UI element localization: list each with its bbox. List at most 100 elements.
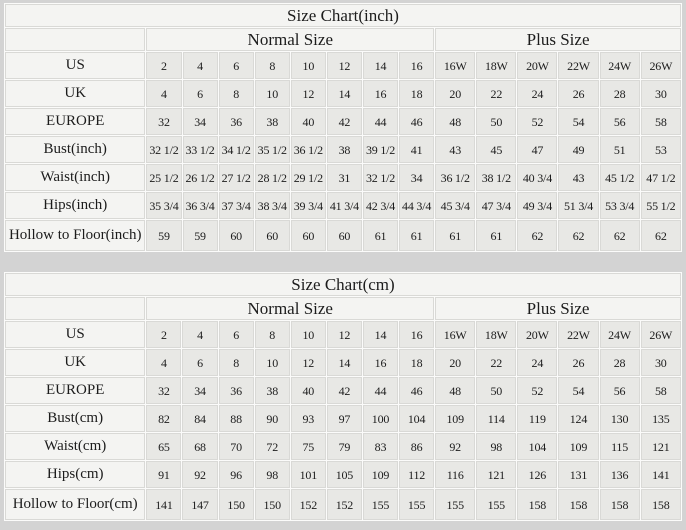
- size-cell-normal: 42: [326, 108, 362, 135]
- size-cell-plus: 61: [435, 220, 476, 251]
- size-cell-plus: 56: [599, 108, 640, 135]
- size-cell-plus: 45 1/2: [599, 164, 640, 191]
- table-row-hips-cm: Hips(cm) 91 92 96 98 101 105 109 112 116 121 126 131…: [5, 461, 681, 488]
- size-cell-plus: 109: [558, 433, 599, 460]
- size-cell-normal: 34: [399, 164, 435, 191]
- row-label-europe: EUROPE: [5, 108, 146, 135]
- size-cell-normal: 34: [182, 108, 218, 135]
- size-cell-plus: 24W: [599, 321, 640, 348]
- size-cell-normal: 36: [218, 377, 254, 404]
- size-cell-normal: 32: [146, 108, 182, 135]
- size-cell-normal: 61: [362, 220, 399, 251]
- size-cell-plus: 24: [517, 80, 558, 107]
- size-cell-normal: 2: [146, 321, 182, 348]
- size-cell-plus: 16W: [435, 52, 476, 79]
- size-cell-normal: 14: [362, 52, 399, 79]
- size-cell-normal: 32: [146, 377, 182, 404]
- table-row-waist-cm: Waist(cm) 65 68 70 72 75 79 83 86 92 98 104 109 115 12…: [5, 433, 681, 460]
- size-cell-plus: 26: [558, 80, 599, 107]
- size-cell-plus: 47 1/2: [640, 164, 681, 191]
- table-row-bust-cm: Bust(cm) 82 84 88 90 93 97 100 104 109 114 119 124 13…: [5, 405, 681, 432]
- size-cell-normal: 147: [182, 489, 218, 520]
- size-cell-plus: 22: [476, 80, 517, 107]
- size-cell-normal: 16: [362, 349, 399, 376]
- size-cell-normal: 90: [254, 405, 290, 432]
- size-cell-plus: 22: [476, 349, 517, 376]
- size-cell-plus: 47 3/4: [476, 192, 517, 219]
- size-cell-plus: 52: [517, 108, 558, 135]
- row-label-waist-inch: Waist(inch): [5, 164, 146, 191]
- size-cell-plus: 158: [640, 489, 681, 520]
- size-cell-normal: 34: [182, 377, 218, 404]
- size-cell-normal: 92: [182, 461, 218, 488]
- size-cell-plus: 51 3/4: [558, 192, 599, 219]
- size-cell-normal: 59: [146, 220, 182, 251]
- size-cell-normal: 150: [254, 489, 290, 520]
- table-row-us: US 2 4 6 8 10 12 14 16 16W 18W 20W 22W 24W 26W: [5, 321, 681, 348]
- table-row-uk: UK 4 6 8 10 12 14 16 18 20 22 24 26 28 30: [5, 349, 681, 376]
- size-cell-normal: 16: [362, 80, 399, 107]
- row-label-hips-cm: Hips(cm): [5, 461, 146, 488]
- size-cell-plus: 45: [476, 136, 517, 163]
- size-cell-normal: 150: [218, 489, 254, 520]
- size-cell-plus: 131: [558, 461, 599, 488]
- size-cell-normal: 44: [362, 377, 399, 404]
- corner-cell: [5, 28, 146, 51]
- size-cell-plus: 28: [599, 349, 640, 376]
- chart-title: Size Chart(cm): [5, 273, 681, 296]
- size-cell-plus: 49 3/4: [517, 192, 558, 219]
- size-cell-normal: 79: [326, 433, 362, 460]
- size-cell-plus: 92: [435, 433, 476, 460]
- size-cell-normal: 60: [218, 220, 254, 251]
- size-cell-plus: 136: [599, 461, 640, 488]
- size-cell-normal: 38: [254, 108, 290, 135]
- size-cell-normal: 155: [399, 489, 435, 520]
- size-cell-normal: 8: [254, 321, 290, 348]
- table-row-uk: UK 4 6 8 10 12 14 16 18 20 22 24 26 28 30: [5, 80, 681, 107]
- size-cell-normal: 12: [326, 321, 362, 348]
- size-cell-plus: 121: [476, 461, 517, 488]
- size-cell-plus: 20W: [517, 321, 558, 348]
- size-cell-normal: 109: [362, 461, 399, 488]
- table-row-us: US 2 4 6 8 10 12 14 16 16W 18W 20W 22W 24W 26W: [5, 52, 681, 79]
- size-cell-normal: 97: [326, 405, 362, 432]
- size-cell-plus: 24: [517, 349, 558, 376]
- size-cell-plus: 130: [599, 405, 640, 432]
- size-cell-normal: 59: [182, 220, 218, 251]
- size-cell-plus: 155: [476, 489, 517, 520]
- row-label-us: US: [5, 321, 146, 348]
- size-cell-plus: 54: [558, 377, 599, 404]
- size-cell-plus: 50: [476, 108, 517, 135]
- size-cell-normal: 84: [182, 405, 218, 432]
- size-cell-plus: 58: [640, 377, 681, 404]
- row-label-hips-inch: Hips(inch): [5, 192, 146, 219]
- row-label-uk: UK: [5, 349, 146, 376]
- size-charts: Size Chart(inch) Normal Size Plus Size US 2 4…: [4, 3, 682, 521]
- size-cell-normal: 34 1/2: [218, 136, 254, 163]
- row-label-bust-cm: Bust(cm): [5, 405, 146, 432]
- size-cell-normal: 104: [399, 405, 435, 432]
- size-cell-plus: 53 3/4: [599, 192, 640, 219]
- size-cell-normal: 10: [254, 80, 290, 107]
- size-cell-plus: 18W: [476, 321, 517, 348]
- size-cell-normal: 27 1/2: [218, 164, 254, 191]
- size-cell-plus: 18W: [476, 52, 517, 79]
- size-cell-normal: 44: [362, 108, 399, 135]
- size-chart-cm: Size Chart(cm) Normal Size Plus Size US 2 4 6 8…: [4, 272, 682, 521]
- size-cell-plus: 49: [558, 136, 599, 163]
- size-cell-normal: 4: [182, 321, 218, 348]
- table-row-hips-inch: Hips(inch) 35 3/4 36 3/4 37 3/4 38 3/4 39 3/4…: [5, 192, 681, 219]
- size-cell-normal: 40: [290, 377, 326, 404]
- size-cell-normal: 60: [326, 220, 362, 251]
- size-cell-normal: 4: [182, 52, 218, 79]
- size-cell-normal: 32 1/2: [146, 136, 182, 163]
- size-cell-plus: 115: [599, 433, 640, 460]
- size-cell-plus: 158: [517, 489, 558, 520]
- size-cell-normal: 72: [254, 433, 290, 460]
- size-cell-normal: 101: [290, 461, 326, 488]
- size-cell-plus: 40 3/4: [517, 164, 558, 191]
- size-cell-normal: 28 1/2: [254, 164, 290, 191]
- size-cell-normal: 38: [326, 136, 362, 163]
- size-cell-normal: 6: [218, 52, 254, 79]
- row-label-uk: UK: [5, 80, 146, 107]
